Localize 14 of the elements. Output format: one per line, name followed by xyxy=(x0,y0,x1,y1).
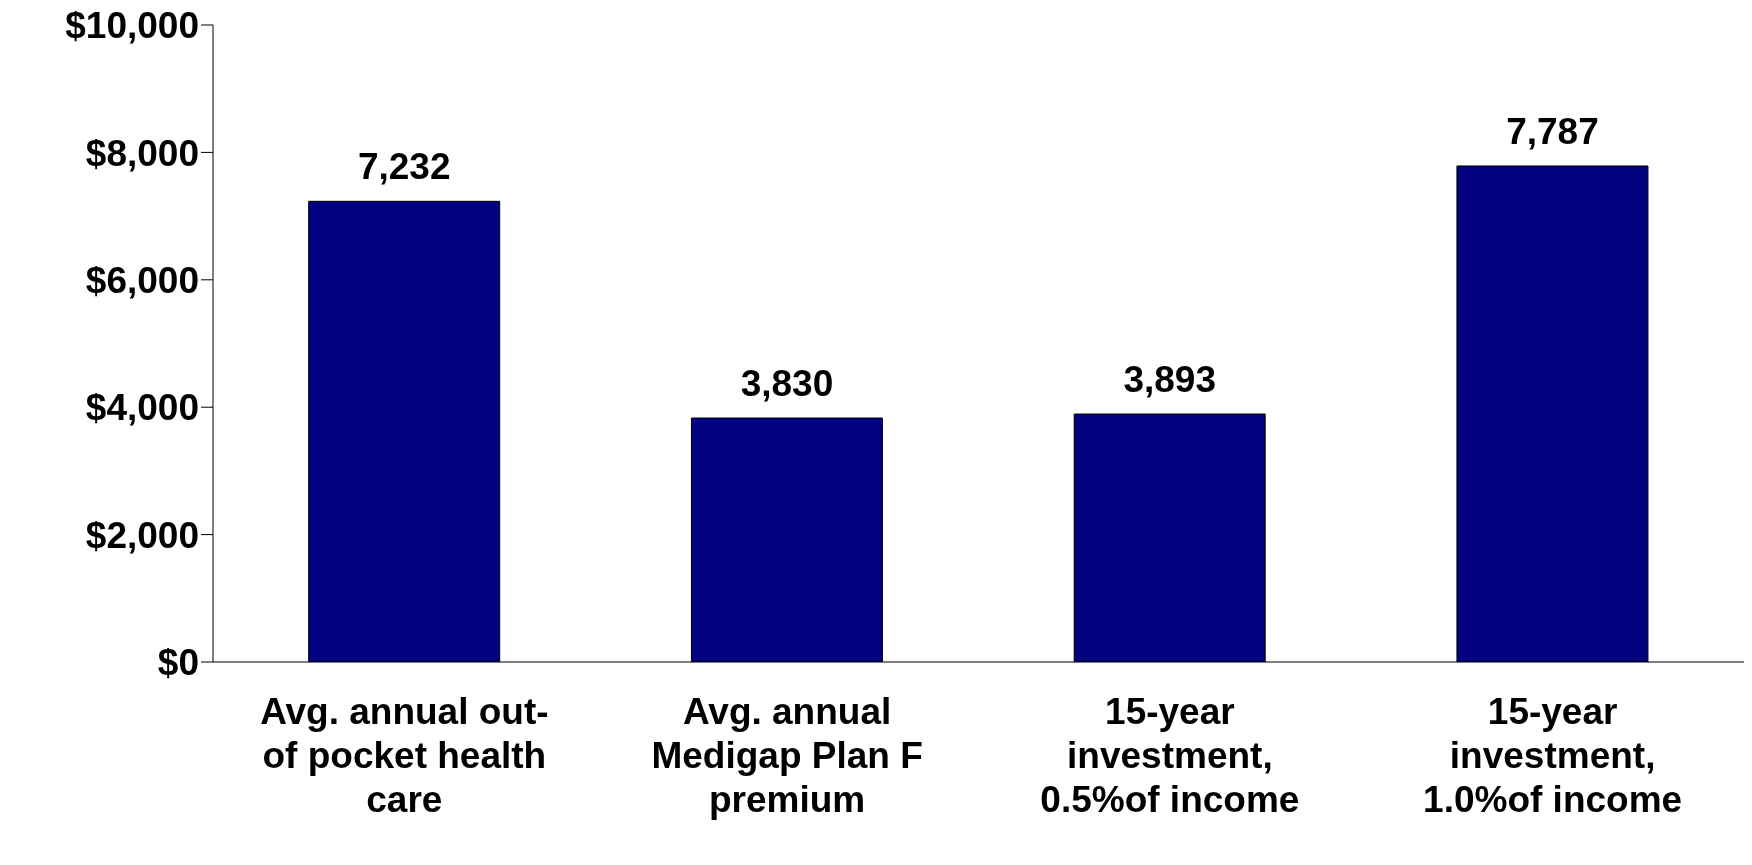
x-tick-label: Avg. annual Medigap Plan F premium xyxy=(650,690,924,822)
y-tick-label: $4,000 xyxy=(85,387,199,429)
data-label: 7,232 xyxy=(357,146,451,188)
data-label: 3,830 xyxy=(740,363,834,405)
x-tick-label: Avg. annual out-of pocket health care xyxy=(259,690,550,822)
y-tick-label: $0 xyxy=(157,642,199,684)
y-tick-label: $8,000 xyxy=(85,132,199,174)
data-label: 7,787 xyxy=(1506,110,1599,152)
y-tick-label: $6,000 xyxy=(85,259,199,301)
x-tick-label: 15-year investment, 0.5%of income xyxy=(1039,690,1301,822)
y-tick-label: $2,000 xyxy=(85,514,199,556)
y-tick-label: $10,000 xyxy=(65,5,199,47)
x-tick-label: 15-year investment, 1.0%of income xyxy=(1422,690,1684,822)
data-label: 3,893 xyxy=(1123,359,1216,401)
